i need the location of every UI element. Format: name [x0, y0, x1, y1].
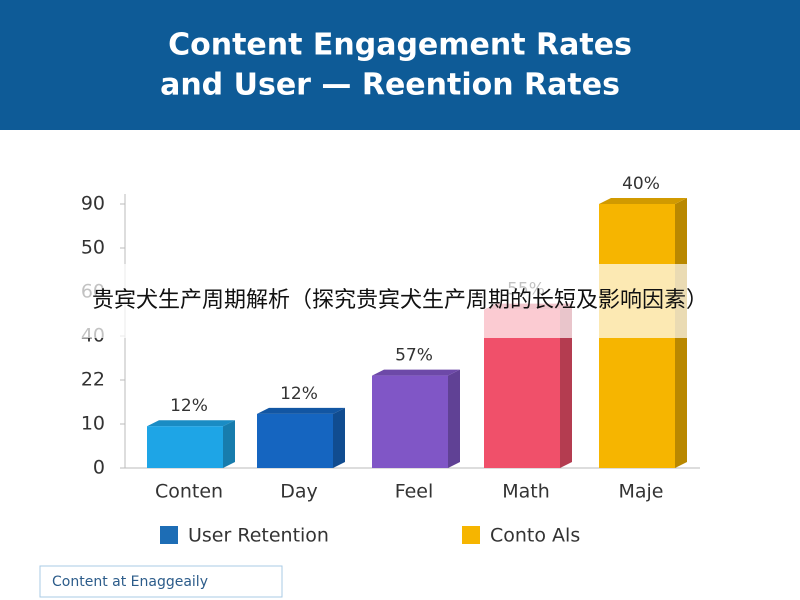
footer: Content at Enaggeaily [52, 574, 208, 590]
bar-side [333, 407, 345, 468]
bar-side [560, 303, 572, 468]
footer-box [39, 565, 283, 598]
bar [257, 413, 333, 468]
bar-top [599, 198, 687, 204]
legend-label: User Retention [188, 525, 329, 547]
overlay-band [0, 264, 800, 338]
y-tick-label: 50 [81, 237, 105, 259]
x-tick-label: Maje [618, 481, 663, 503]
legend-swatch [462, 526, 480, 544]
legend-label: Conto Als [490, 525, 580, 547]
bar-top [147, 420, 235, 427]
bar-top [372, 369, 460, 376]
title-line: Content Engagement Rates [168, 28, 632, 63]
y-tick-label: 22 [81, 369, 105, 391]
title-line: and User — Reention Rates [160, 68, 620, 103]
x-tick-label: Math [502, 481, 550, 503]
legend-swatch [160, 526, 178, 544]
y-tick-label: 10 [81, 413, 105, 435]
bar-label: 57% [395, 346, 433, 366]
bar [147, 426, 223, 468]
bar-label: 40% [622, 174, 660, 194]
bar [372, 375, 448, 468]
overlay-text: 贵宾犬生产周期解析（探究贵宾犬生产周期的长短及影响因素） [92, 288, 708, 313]
y-tick-label: 90 [81, 193, 105, 215]
x-tick-label: Conten [155, 481, 223, 503]
header [0, 0, 800, 130]
x-tick-label: Day [280, 481, 318, 503]
y-tick-label: 0 [93, 457, 105, 479]
bar-side [448, 369, 460, 468]
bar-top [257, 407, 345, 414]
bar-label: 12% [280, 384, 318, 404]
bar-label: 12% [170, 396, 208, 416]
x-tick-label: Feel [395, 481, 434, 503]
bar-side [223, 420, 235, 468]
